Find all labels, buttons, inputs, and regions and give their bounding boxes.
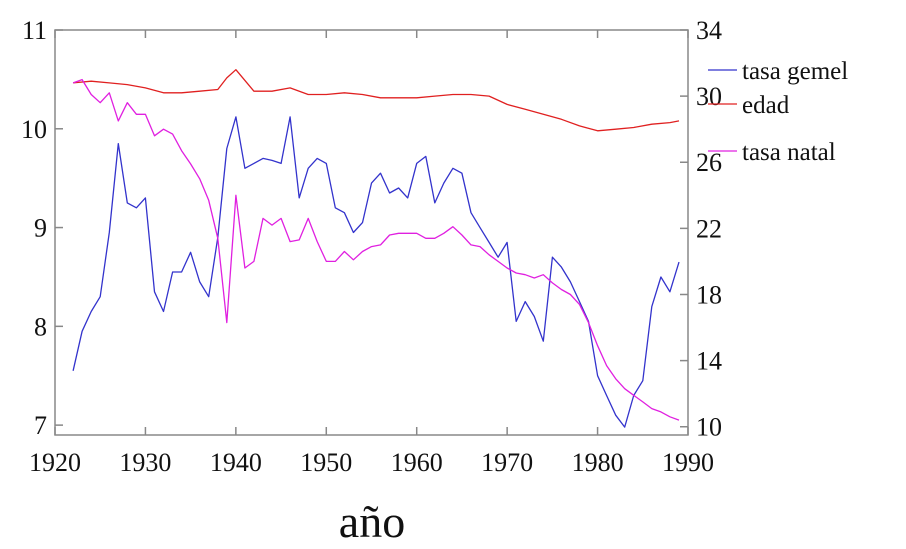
series-line-tasa-natal	[72, 78, 680, 421]
x-tick-label: 1950	[300, 448, 352, 477]
x-tick-label: 1920	[29, 448, 81, 477]
series-line-edad	[73, 69, 680, 132]
legend-label: tasa natal	[742, 139, 836, 166]
y-tick-label-right: 34	[696, 16, 722, 45]
y-tick-label-right: 26	[696, 148, 722, 177]
y-tick-label-right: 22	[696, 214, 722, 243]
legend-label: tasa gemel	[742, 58, 848, 85]
ticks: 1920 1930 1940 1950 1960 1970 1980 1990 7 8 9 10 11 1…	[21, 16, 722, 477]
x-tick-label: 1970	[481, 448, 533, 477]
x-tick-label: 1930	[119, 448, 171, 477]
x-tick-label: 1960	[391, 448, 443, 477]
y-tick-label-right: 10	[696, 413, 722, 442]
y-tick-label-right: 30	[696, 82, 722, 111]
x-axis-title: año	[339, 496, 405, 547]
x-tick-label: 1990	[662, 448, 714, 477]
y-tick-label-right: 14	[696, 347, 722, 376]
plot-frame	[54, 29, 689, 436]
x-tick-label: 1940	[210, 448, 262, 477]
series-lines	[72, 69, 680, 428]
y-tick-label-left: 7	[34, 411, 47, 440]
legend: tasa gemel edad tasa natal	[708, 58, 848, 166]
series-line-tasa-gemel	[72, 116, 680, 428]
y-tick-label-right: 18	[696, 280, 722, 309]
y-tick-label-left: 8	[34, 312, 47, 341]
y-tick-label-left: 9	[34, 214, 47, 243]
y-tick-label-left: 11	[22, 16, 47, 45]
legend-label: edad	[742, 92, 790, 119]
y-tick-label-left: 10	[21, 115, 47, 144]
x-tick-label: 1980	[572, 448, 624, 477]
